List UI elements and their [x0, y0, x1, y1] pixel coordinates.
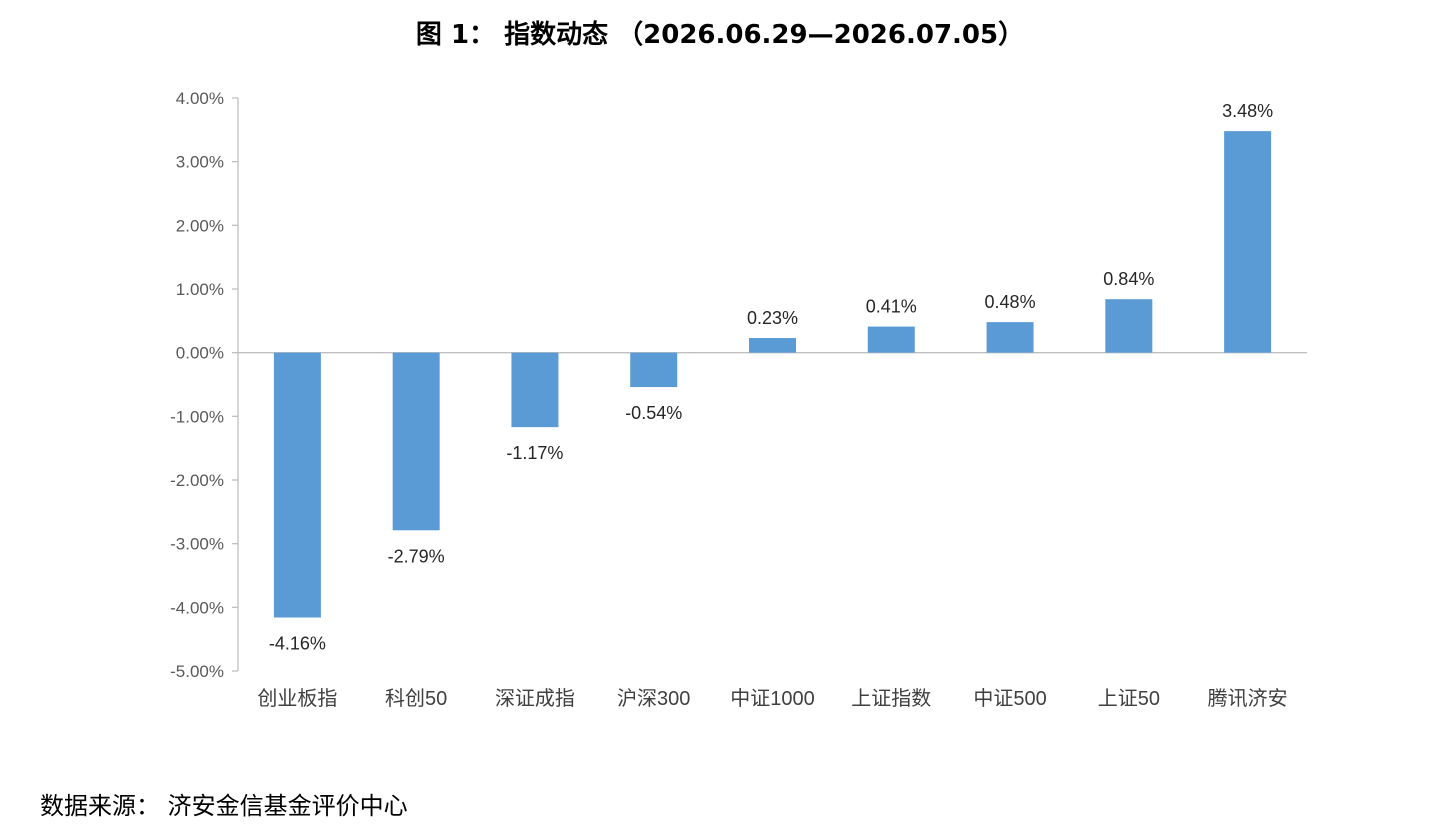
data-label: -4.16% [269, 634, 326, 654]
category-label: 深证成指 [495, 687, 575, 710]
y-tick-label: 3.00% [176, 153, 224, 172]
data-label: 3.48% [1222, 101, 1273, 121]
bar [630, 352, 678, 388]
category-label: 沪深300 [617, 687, 690, 710]
y-tick-label: 0.00% [176, 344, 224, 363]
category-label: 科创50 [385, 687, 447, 710]
data-label: -0.54% [625, 403, 682, 423]
bar [1224, 131, 1272, 353]
bar [273, 352, 321, 618]
chart-category-labels: 创业板指 科创50 深证成指 沪深300 中证1000 上证指数 中证500 上证50 腾讯济安 [257, 687, 1287, 710]
y-tick-label: -2.00% [170, 471, 224, 490]
y-tick-label: 1.00% [176, 280, 224, 299]
y-tick-label: 4.00% [176, 89, 224, 108]
data-label: -2.79% [388, 546, 445, 566]
chart-data-labels: -4.16% -2.79% -1.17% -0.54% 0.23% 0.41% 0.48% 0… [269, 101, 1273, 653]
chart-title: 图 1： 指数动态 （2026.06.29—2026.07.05） [415, 20, 1025, 50]
data-label: 0.84% [1103, 269, 1154, 289]
data-source-note: 数据来源： 济安金信基金评价中心 [40, 792, 408, 820]
y-tick-label: -1.00% [170, 407, 224, 426]
y-tick-label: -3.00% [170, 535, 224, 554]
bar [749, 338, 796, 353]
category-label: 上证50 [1098, 687, 1160, 710]
category-label: 创业板指 [257, 687, 337, 710]
bar [867, 326, 915, 353]
bar [511, 352, 559, 428]
bar [986, 322, 1034, 353]
category-label: 中证500 [973, 687, 1046, 710]
y-tick-label: -4.00% [170, 598, 224, 617]
chart-bars [273, 131, 1272, 618]
y-tick-label: 2.00% [176, 216, 224, 235]
data-label: -1.17% [506, 443, 563, 463]
bar [392, 352, 440, 531]
bar [1105, 299, 1153, 353]
category-label: 上证指数 [851, 687, 931, 710]
data-label: 0.48% [985, 292, 1036, 312]
y-tick-label: -5.00% [170, 662, 224, 681]
chart-axes: 4.00% 3.00% 2.00% 1.00% 0.00% -1.00% -2.00% -3.… [170, 89, 1307, 681]
data-label: 0.41% [866, 297, 917, 317]
category-label: 腾讯济安 [1208, 687, 1288, 710]
category-label: 中证1000 [730, 687, 815, 710]
data-label: 0.23% [747, 308, 798, 328]
